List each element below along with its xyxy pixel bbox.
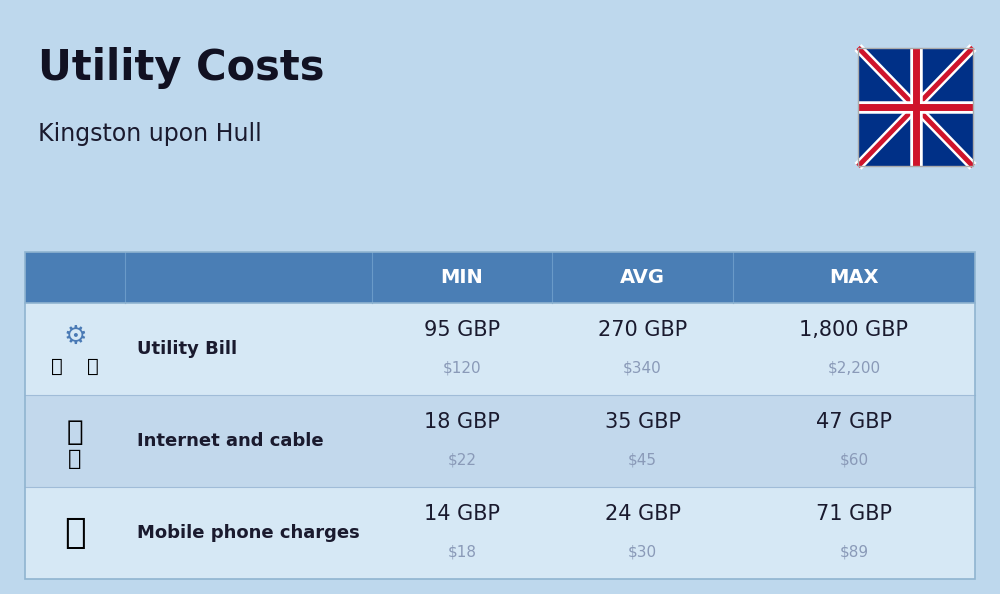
Text: 18 GBP: 18 GBP [424,412,500,432]
Bar [858,48,973,166]
Text: Utility Costs: Utility Costs [38,48,324,89]
Text: $340: $340 [623,361,662,375]
Text: $22: $22 [448,453,477,467]
Text: 🔋: 🔋 [51,358,63,377]
Bar [858,48,973,166]
Bar [25,303,975,395]
Text: ⚙: ⚙ [63,324,87,350]
Text: $120: $120 [443,361,481,375]
Text: 71 GBP: 71 GBP [816,504,892,524]
Text: 💧: 💧 [87,358,99,377]
Text: 24 GBP: 24 GBP [605,504,681,524]
Text: $18: $18 [448,545,477,560]
Text: $60: $60 [839,453,868,467]
Text: 📡: 📡 [67,418,83,446]
Bar [25,252,975,579]
Text: 95 GBP: 95 GBP [424,320,500,340]
Text: $45: $45 [628,453,657,467]
Text: Internet and cable: Internet and cable [137,432,323,450]
Text: Mobile phone charges: Mobile phone charges [137,524,360,542]
Bar [25,252,975,303]
Text: Kingston upon Hull: Kingston upon Hull [38,122,262,146]
Text: 47 GBP: 47 GBP [816,412,892,432]
Text: $2,200: $2,200 [827,361,880,375]
Text: 35 GBP: 35 GBP [605,412,681,432]
Text: MAX: MAX [829,268,879,287]
Text: Utility Bill: Utility Bill [137,340,237,358]
Text: 📱: 📱 [64,516,86,550]
Text: MIN: MIN [441,268,483,287]
Text: 1,800 GBP: 1,800 GBP [799,320,908,340]
Bar [858,48,973,166]
Text: $89: $89 [839,545,868,560]
Bar [25,395,975,487]
Text: 🖨: 🖨 [68,449,82,469]
Text: 14 GBP: 14 GBP [424,504,500,524]
Text: 270 GBP: 270 GBP [598,320,687,340]
Bar [25,487,975,579]
Text: $30: $30 [628,545,657,560]
Text: AVG: AVG [620,268,665,287]
